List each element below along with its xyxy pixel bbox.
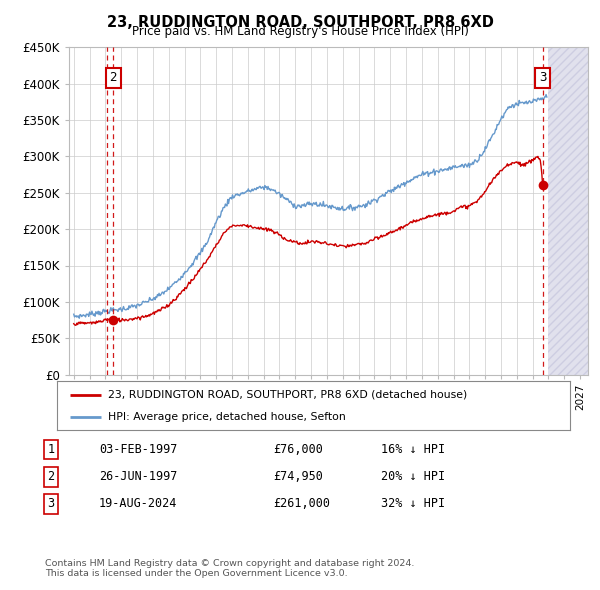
Text: £76,000: £76,000 <box>273 443 323 456</box>
Text: 23, RUDDINGTON ROAD, SOUTHPORT, PR8 6XD (detached house): 23, RUDDINGTON ROAD, SOUTHPORT, PR8 6XD … <box>109 389 467 399</box>
Bar <box>548 47 588 375</box>
Text: 26-JUN-1997: 26-JUN-1997 <box>99 470 178 483</box>
Text: 03-FEB-1997: 03-FEB-1997 <box>99 443 178 456</box>
Text: Contains HM Land Registry data © Crown copyright and database right 2024.: Contains HM Land Registry data © Crown c… <box>45 559 415 568</box>
Text: £74,950: £74,950 <box>273 470 323 483</box>
Text: 20% ↓ HPI: 20% ↓ HPI <box>381 470 445 483</box>
Text: 2: 2 <box>47 470 55 483</box>
Text: 3: 3 <box>539 71 547 84</box>
Text: 32% ↓ HPI: 32% ↓ HPI <box>381 497 445 510</box>
Text: 23, RUDDINGTON ROAD, SOUTHPORT, PR8 6XD: 23, RUDDINGTON ROAD, SOUTHPORT, PR8 6XD <box>107 15 493 30</box>
Text: £261,000: £261,000 <box>273 497 330 510</box>
Text: 16% ↓ HPI: 16% ↓ HPI <box>381 443 445 456</box>
Bar <box>548 47 588 375</box>
Text: Price paid vs. HM Land Registry's House Price Index (HPI): Price paid vs. HM Land Registry's House … <box>131 25 469 38</box>
Text: 3: 3 <box>47 497 55 510</box>
Text: 1: 1 <box>47 443 55 456</box>
Text: 2: 2 <box>109 71 117 84</box>
Text: HPI: Average price, detached house, Sefton: HPI: Average price, detached house, Seft… <box>109 412 346 422</box>
Text: This data is licensed under the Open Government Licence v3.0.: This data is licensed under the Open Gov… <box>45 569 347 578</box>
Text: 19-AUG-2024: 19-AUG-2024 <box>99 497 178 510</box>
